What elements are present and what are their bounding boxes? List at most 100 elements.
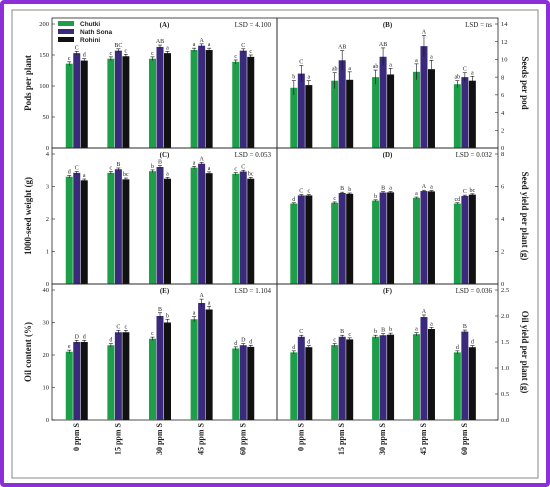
- y-axis-ticks: 0 2 4 6 8: [495, 151, 505, 288]
- significance-letter: c: [249, 49, 252, 55]
- y-tick-label: 14: [501, 21, 508, 28]
- significance-letter: C: [299, 60, 303, 66]
- bar-nath-sona: [156, 167, 164, 284]
- bar-chutki: [149, 171, 156, 284]
- bar-rohini: [164, 178, 171, 284]
- x-tick-label: 45 ppm S: [419, 422, 428, 455]
- bar-nath-sona: [73, 172, 81, 284]
- significance-letter: B: [381, 328, 385, 334]
- bar-rohini: [427, 69, 435, 148]
- bar-nath-sona: [338, 193, 346, 284]
- bar-nath-sona: [239, 50, 247, 148]
- significance-letter: bc: [470, 188, 476, 194]
- significance-letter: a: [193, 160, 196, 166]
- significance-letter: B: [381, 186, 385, 192]
- significance-letter: A: [422, 309, 427, 315]
- bar-chutki: [453, 84, 461, 148]
- bar-chutki: [372, 200, 380, 284]
- bar-chutki: [372, 77, 380, 148]
- y-tick-label: 10: [501, 57, 508, 64]
- bar-chutki: [107, 345, 115, 420]
- y-axis-ticks: 0.0 0.5 1.0 1.5 2.0 2.5: [495, 287, 509, 424]
- panel-title: (E): [160, 287, 170, 295]
- significance-letter: c: [110, 166, 113, 172]
- significance-letter: d: [456, 345, 459, 351]
- significance-letter: C: [463, 189, 467, 195]
- bar-rohini: [387, 74, 395, 148]
- y-tick-label: 1.0: [501, 365, 509, 372]
- bar-chutki: [290, 352, 298, 420]
- y-tick-label: 3: [46, 184, 49, 191]
- y-tick-label: 200: [39, 21, 49, 28]
- bar-chutki: [412, 197, 420, 284]
- significance-letter: C: [463, 67, 467, 73]
- bar-nath-sona: [239, 345, 247, 420]
- bar-chutki: [107, 58, 115, 148]
- y-tick-label: 0: [501, 145, 504, 152]
- significance-letter: B: [463, 324, 467, 330]
- significance-letter: B: [158, 160, 162, 166]
- significance-letter: a: [389, 186, 392, 192]
- significance-letter: ab: [373, 64, 379, 70]
- bar-chutki: [331, 345, 339, 420]
- significance-letter: a: [415, 58, 418, 64]
- bar-nath-sona: [420, 191, 428, 284]
- significance-letter: d: [83, 334, 86, 340]
- bar-nath-sona: [379, 192, 387, 284]
- significance-letter: d: [292, 197, 295, 203]
- bar-nath-sona: [297, 195, 305, 284]
- significance-letter: A: [422, 184, 427, 190]
- significance-letter: a: [83, 173, 86, 179]
- significance-letter: A: [422, 30, 427, 36]
- bar-chutki: [107, 172, 115, 284]
- y-tick-label: 0.5: [501, 391, 509, 398]
- significance-letter: C: [241, 43, 245, 49]
- significance-letter: a: [415, 191, 418, 197]
- legend-label: Nath Sona: [80, 29, 113, 36]
- bar-chutki: [65, 351, 73, 420]
- y-tick-label: 0: [46, 281, 49, 288]
- bar-rohini: [205, 309, 213, 420]
- y-tick-label: 2.0: [501, 313, 509, 320]
- bar-rohini: [247, 346, 255, 420]
- significance-letter: c: [125, 48, 128, 54]
- y-tick-label: 6: [501, 184, 505, 191]
- bar-nath-sona: [73, 342, 81, 420]
- lsd-label: LSD = 0.053: [235, 151, 272, 159]
- x-tick-label: 15 ppm S: [113, 422, 122, 455]
- bar-rohini: [427, 329, 435, 420]
- bar-nath-sona: [297, 336, 305, 420]
- bar-nath-sona: [114, 50, 122, 148]
- bar-rohini: [468, 347, 476, 420]
- bar-rohini: [122, 332, 130, 420]
- significance-letter: B: [340, 186, 344, 192]
- bar-chutki: [149, 338, 156, 420]
- bar-rohini: [122, 179, 130, 284]
- bar-nath-sona: [420, 46, 428, 149]
- significance-letter: A: [199, 293, 204, 299]
- significance-letter: C: [75, 166, 79, 172]
- significance-letter: b: [389, 327, 392, 333]
- significance-letter: C: [116, 324, 120, 330]
- panel-title: (F): [383, 287, 393, 295]
- significance-letter: d: [83, 53, 86, 59]
- significance-letter: a: [193, 311, 196, 317]
- significance-letter: c: [307, 189, 310, 195]
- y-tick-label: 2: [501, 127, 504, 134]
- y-tick-label: 8: [501, 74, 504, 81]
- panel-title: (C): [160, 151, 170, 159]
- significance-letter: ab: [332, 67, 338, 73]
- significance-letter: d: [307, 340, 310, 346]
- y-axis-ticks: 0 10 20 30 40: [43, 287, 55, 424]
- lsd-label: LSD = ns: [465, 21, 492, 29]
- significance-letter: c: [110, 51, 113, 57]
- bar-rohini: [305, 195, 313, 284]
- y-axis-ticks: 0 2 4 6 8 10 12 14: [495, 21, 508, 152]
- significance-letter: BC: [114, 43, 122, 49]
- lsd-label: LSD = 0.036: [456, 287, 493, 295]
- significance-letter: bc: [248, 171, 254, 177]
- significance-letter: c: [348, 332, 351, 338]
